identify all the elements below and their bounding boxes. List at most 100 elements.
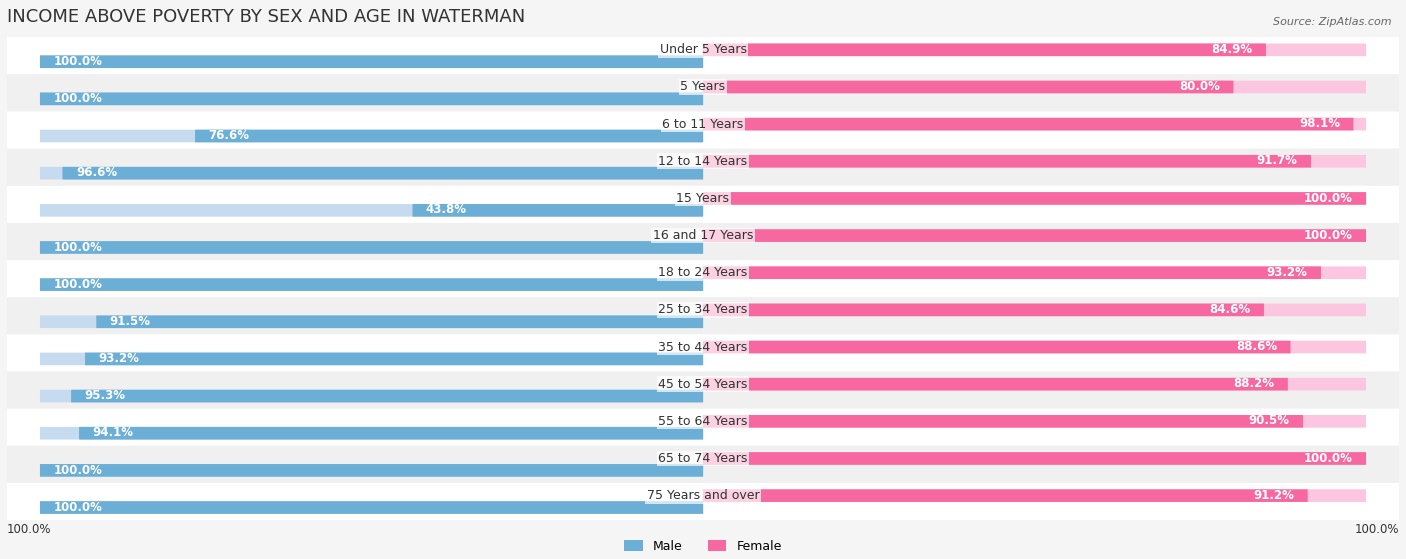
Text: 15 Years: 15 Years — [676, 192, 730, 205]
Text: 100.0%: 100.0% — [53, 463, 103, 476]
Text: 55 to 64 Years: 55 to 64 Years — [658, 415, 748, 428]
FancyBboxPatch shape — [7, 149, 1399, 186]
Text: 18 to 24 Years: 18 to 24 Years — [658, 266, 748, 280]
FancyBboxPatch shape — [7, 446, 1399, 483]
FancyBboxPatch shape — [39, 315, 703, 328]
FancyBboxPatch shape — [7, 372, 1399, 409]
Text: 45 to 54 Years: 45 to 54 Years — [658, 378, 748, 391]
FancyBboxPatch shape — [39, 464, 703, 477]
FancyBboxPatch shape — [703, 155, 1367, 168]
FancyBboxPatch shape — [7, 74, 1399, 111]
FancyBboxPatch shape — [703, 118, 1354, 130]
FancyBboxPatch shape — [703, 341, 1367, 353]
FancyBboxPatch shape — [72, 390, 703, 402]
Text: 93.2%: 93.2% — [98, 352, 139, 365]
FancyBboxPatch shape — [703, 155, 1310, 168]
FancyBboxPatch shape — [703, 304, 1367, 316]
Text: 6 to 11 Years: 6 to 11 Years — [662, 117, 744, 131]
FancyBboxPatch shape — [7, 409, 1399, 446]
FancyBboxPatch shape — [703, 229, 1367, 242]
Text: 100.0%: 100.0% — [53, 240, 103, 254]
Text: 100.0%: 100.0% — [1354, 523, 1399, 536]
FancyBboxPatch shape — [703, 229, 1367, 242]
Text: 12 to 14 Years: 12 to 14 Years — [658, 155, 748, 168]
FancyBboxPatch shape — [703, 415, 1303, 428]
FancyBboxPatch shape — [703, 304, 1264, 316]
Text: 91.7%: 91.7% — [1257, 154, 1298, 167]
Text: 76.6%: 76.6% — [208, 129, 249, 142]
FancyBboxPatch shape — [7, 186, 1399, 223]
Text: 100.0%: 100.0% — [53, 501, 103, 514]
FancyBboxPatch shape — [62, 167, 703, 179]
FancyBboxPatch shape — [39, 55, 703, 68]
FancyBboxPatch shape — [703, 267, 1367, 279]
FancyBboxPatch shape — [39, 278, 703, 291]
FancyBboxPatch shape — [703, 489, 1367, 502]
Text: 88.6%: 88.6% — [1236, 340, 1277, 353]
Text: 100.0%: 100.0% — [1303, 229, 1353, 241]
Text: 75 Years and over: 75 Years and over — [647, 489, 759, 502]
FancyBboxPatch shape — [703, 378, 1367, 391]
FancyBboxPatch shape — [39, 93, 703, 105]
Text: 5 Years: 5 Years — [681, 80, 725, 93]
FancyBboxPatch shape — [7, 297, 1399, 334]
Text: 100.0%: 100.0% — [53, 92, 103, 105]
FancyBboxPatch shape — [703, 341, 1291, 353]
FancyBboxPatch shape — [96, 315, 703, 328]
FancyBboxPatch shape — [703, 378, 1288, 391]
Text: 80.0%: 80.0% — [1180, 80, 1220, 93]
Text: 16 and 17 Years: 16 and 17 Years — [652, 229, 754, 242]
FancyBboxPatch shape — [39, 204, 703, 217]
FancyBboxPatch shape — [84, 353, 703, 365]
FancyBboxPatch shape — [703, 489, 1308, 502]
Text: INCOME ABOVE POVERTY BY SEX AND AGE IN WATERMAN: INCOME ABOVE POVERTY BY SEX AND AGE IN W… — [7, 8, 526, 26]
FancyBboxPatch shape — [703, 452, 1367, 465]
FancyBboxPatch shape — [703, 118, 1367, 130]
FancyBboxPatch shape — [39, 167, 703, 179]
FancyBboxPatch shape — [39, 93, 703, 105]
Text: 94.1%: 94.1% — [93, 427, 134, 439]
FancyBboxPatch shape — [703, 80, 1367, 93]
FancyBboxPatch shape — [79, 427, 703, 439]
Text: 100.0%: 100.0% — [1303, 192, 1353, 205]
Text: 35 to 44 Years: 35 to 44 Years — [658, 340, 748, 353]
FancyBboxPatch shape — [39, 278, 703, 291]
Text: 95.3%: 95.3% — [84, 389, 125, 402]
FancyBboxPatch shape — [7, 37, 1399, 74]
Text: 96.6%: 96.6% — [76, 166, 117, 179]
FancyBboxPatch shape — [39, 390, 703, 402]
FancyBboxPatch shape — [39, 55, 703, 68]
Text: 100.0%: 100.0% — [7, 523, 52, 536]
FancyBboxPatch shape — [39, 464, 703, 477]
Text: 65 to 74 Years: 65 to 74 Years — [658, 452, 748, 465]
FancyBboxPatch shape — [39, 501, 703, 514]
FancyBboxPatch shape — [703, 192, 1367, 205]
Text: 84.6%: 84.6% — [1209, 303, 1250, 316]
FancyBboxPatch shape — [39, 353, 703, 365]
Text: 91.5%: 91.5% — [110, 315, 150, 328]
FancyBboxPatch shape — [7, 334, 1399, 372]
Text: 98.1%: 98.1% — [1299, 117, 1340, 130]
FancyBboxPatch shape — [39, 241, 703, 254]
Text: 88.2%: 88.2% — [1233, 377, 1274, 390]
Text: 91.2%: 91.2% — [1253, 489, 1295, 502]
FancyBboxPatch shape — [39, 130, 703, 143]
Text: Source: ZipAtlas.com: Source: ZipAtlas.com — [1274, 17, 1392, 27]
Text: 25 to 34 Years: 25 to 34 Years — [658, 304, 748, 316]
Text: 100.0%: 100.0% — [1303, 452, 1353, 465]
FancyBboxPatch shape — [412, 204, 703, 217]
FancyBboxPatch shape — [703, 452, 1367, 465]
FancyBboxPatch shape — [703, 80, 1233, 93]
Text: 43.8%: 43.8% — [426, 203, 467, 216]
Text: 100.0%: 100.0% — [53, 278, 103, 291]
FancyBboxPatch shape — [703, 44, 1265, 56]
FancyBboxPatch shape — [195, 130, 703, 143]
Text: 84.9%: 84.9% — [1212, 43, 1253, 56]
FancyBboxPatch shape — [7, 260, 1399, 297]
Text: 100.0%: 100.0% — [53, 55, 103, 68]
FancyBboxPatch shape — [7, 483, 1399, 520]
FancyBboxPatch shape — [703, 44, 1367, 56]
FancyBboxPatch shape — [39, 427, 703, 439]
Text: Under 5 Years: Under 5 Years — [659, 43, 747, 56]
FancyBboxPatch shape — [703, 415, 1367, 428]
